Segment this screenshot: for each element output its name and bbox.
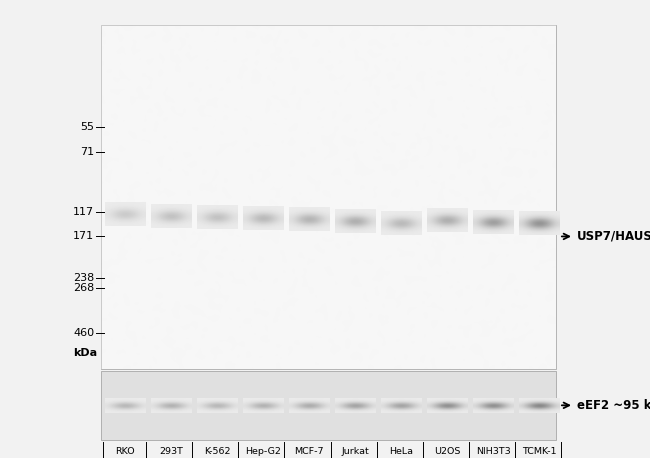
Text: 268: 268 [73,283,94,293]
Text: USP7/HAUSP: USP7/HAUSP [577,230,650,243]
Text: Hep-G2: Hep-G2 [245,447,281,456]
Text: eEF2 ~95 kDa: eEF2 ~95 kDa [577,399,650,412]
Text: TCMK-1: TCMK-1 [522,447,557,456]
Text: Jurkat: Jurkat [341,447,369,456]
Text: 293T: 293T [159,447,183,456]
Bar [101,371,556,440]
Text: 117: 117 [73,207,94,218]
Text: kDa: kDa [73,348,98,358]
Text: RKO: RKO [115,447,135,456]
Text: 238: 238 [73,273,94,283]
Text: K-562: K-562 [203,447,230,456]
Text: HeLa: HeLa [389,447,413,456]
Text: 171: 171 [73,231,94,241]
Bar [101,25,556,369]
Text: 55: 55 [80,121,94,131]
Text: NIH3T3: NIH3T3 [476,447,511,456]
Text: U2OS: U2OS [434,447,461,456]
Text: 71: 71 [80,147,94,157]
Text: MCF-7: MCF-7 [294,447,324,456]
Text: 460: 460 [73,327,94,338]
